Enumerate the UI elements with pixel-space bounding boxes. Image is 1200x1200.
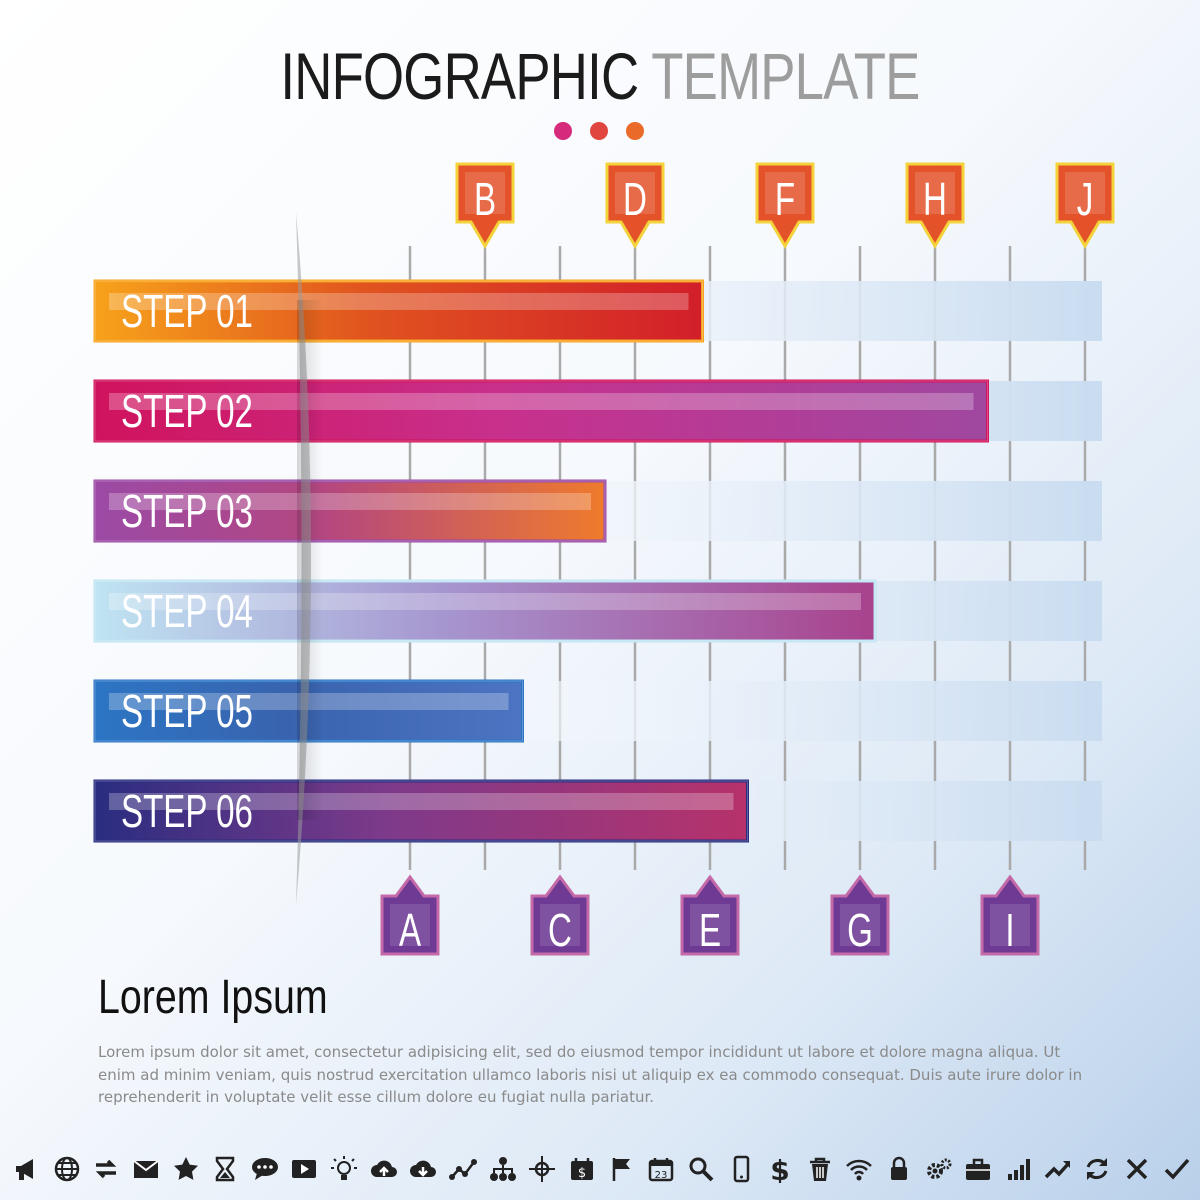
bar-outline bbox=[94, 480, 606, 542]
envelope-icon bbox=[131, 1154, 161, 1184]
svg-text:$: $ bbox=[578, 1166, 586, 1181]
marker-pin-shine bbox=[690, 904, 730, 946]
bar bbox=[93, 479, 607, 543]
content-heading: Lorem Ipsum bbox=[98, 971, 328, 1024]
bar-label: STEP 01 bbox=[121, 287, 253, 337]
gears-icon bbox=[924, 1154, 954, 1184]
trash-icon bbox=[805, 1154, 835, 1184]
bar-label: STEP 03 bbox=[121, 487, 253, 537]
close-icon bbox=[1122, 1154, 1152, 1184]
magnifier-icon bbox=[686, 1154, 716, 1184]
wifi-icon bbox=[844, 1154, 874, 1184]
bar-label: STEP 04 bbox=[121, 587, 253, 637]
tick-label: A bbox=[399, 906, 421, 956]
lightbulb-icon bbox=[329, 1154, 359, 1184]
star-icon bbox=[171, 1154, 201, 1184]
hourglass-icon bbox=[210, 1154, 240, 1184]
tick-label: B bbox=[474, 175, 496, 225]
divider-shadow bbox=[297, 300, 323, 820]
bar bbox=[93, 279, 704, 343]
icon-bar: $23 $ bbox=[12, 1148, 1192, 1190]
trend-up-icon bbox=[1043, 1154, 1073, 1184]
tick-label: F bbox=[775, 175, 795, 225]
marker-pin-shine bbox=[765, 172, 805, 214]
title-dark-part: INFOGRAPHIC bbox=[280, 39, 639, 113]
title-dots bbox=[554, 122, 644, 140]
dollar-icon: $ bbox=[765, 1154, 795, 1184]
tick-label: I bbox=[1005, 906, 1014, 956]
dollar-symbol: $ bbox=[770, 1155, 789, 1183]
bar bbox=[93, 579, 877, 643]
page-title: INFOGRAPHIC TEMPLATE bbox=[120, 38, 1080, 114]
cloud-upload-icon bbox=[369, 1154, 399, 1184]
bar-highlight bbox=[109, 493, 591, 510]
bar-highlight bbox=[109, 393, 974, 410]
padlock-icon bbox=[884, 1154, 914, 1184]
marker-pin-top bbox=[905, 162, 965, 249]
marker-pin-shine bbox=[1065, 172, 1105, 214]
tick-label: J bbox=[1077, 175, 1094, 225]
marker-pin-bottom bbox=[830, 874, 890, 956]
marker-pin-bottom bbox=[980, 874, 1040, 956]
marker-pin-bottom bbox=[380, 874, 440, 956]
bar-outline bbox=[94, 580, 876, 642]
dot-orange bbox=[626, 122, 644, 140]
bar-outline bbox=[94, 780, 748, 842]
tick-label: C bbox=[548, 906, 572, 956]
bar-label: STEP 05 bbox=[121, 687, 253, 737]
marker-pin-shine bbox=[990, 904, 1030, 946]
dot-red bbox=[590, 122, 608, 140]
bar-chart-icon bbox=[1003, 1154, 1033, 1184]
bar-highlight bbox=[109, 793, 734, 810]
marker-pin-top bbox=[455, 162, 515, 249]
bar bbox=[93, 379, 989, 443]
marker-pin-shine bbox=[465, 172, 505, 214]
title-light-part: TEMPLATE bbox=[651, 39, 920, 113]
marker-pin-bottom bbox=[530, 874, 590, 956]
marker-pin-top bbox=[755, 162, 815, 249]
crosshair-icon bbox=[527, 1154, 557, 1184]
tick-label: D bbox=[623, 175, 647, 225]
dot-pink bbox=[554, 122, 572, 140]
bar-label: STEP 02 bbox=[121, 387, 253, 437]
bar-outline bbox=[94, 280, 703, 342]
tick-label: H bbox=[923, 175, 947, 225]
org-chart-icon bbox=[488, 1154, 518, 1184]
bar-label: STEP 06 bbox=[121, 787, 253, 837]
marker-pin-top bbox=[605, 162, 665, 249]
megaphone-icon bbox=[12, 1154, 42, 1184]
refresh-icon bbox=[1082, 1154, 1112, 1184]
marker-pin-shine bbox=[390, 904, 430, 946]
briefcase-icon bbox=[963, 1154, 993, 1184]
bar bbox=[93, 779, 749, 843]
content-paragraph: Lorem ipsum dolor sit amet, consectetur … bbox=[98, 1043, 1083, 1106]
marker-pin-shine bbox=[915, 172, 955, 214]
marker-pin-shine bbox=[615, 172, 655, 214]
marker-pin-shine bbox=[840, 904, 880, 946]
checkmark-icon bbox=[1162, 1154, 1192, 1184]
calendar-number: 23 bbox=[655, 1170, 668, 1181]
marker-pin-bottom bbox=[680, 874, 740, 956]
globe-icon bbox=[52, 1154, 82, 1184]
video-player-icon bbox=[289, 1154, 319, 1184]
transfer-arrows-icon bbox=[91, 1154, 121, 1184]
cloud-download-icon bbox=[408, 1154, 438, 1184]
bar-outline bbox=[94, 380, 988, 442]
line-graph-icon bbox=[448, 1154, 478, 1184]
money-calendar-icon: $ bbox=[567, 1154, 597, 1184]
step-bar-chart: STEP 01 STEP 02 STEP 03 STEP 04 STEP 05 STEP … bbox=[93, 162, 1115, 956]
smartphone-icon bbox=[726, 1154, 756, 1184]
calendar-icon: 23 bbox=[646, 1154, 676, 1184]
bar-highlight bbox=[109, 293, 689, 310]
tick-label: G bbox=[847, 906, 873, 956]
marker-pin-top bbox=[1055, 162, 1115, 249]
marker-pin-shine bbox=[540, 904, 580, 946]
flag-icon bbox=[607, 1154, 637, 1184]
chat-bubble-icon bbox=[250, 1154, 280, 1184]
tick-label: E bbox=[699, 906, 721, 956]
